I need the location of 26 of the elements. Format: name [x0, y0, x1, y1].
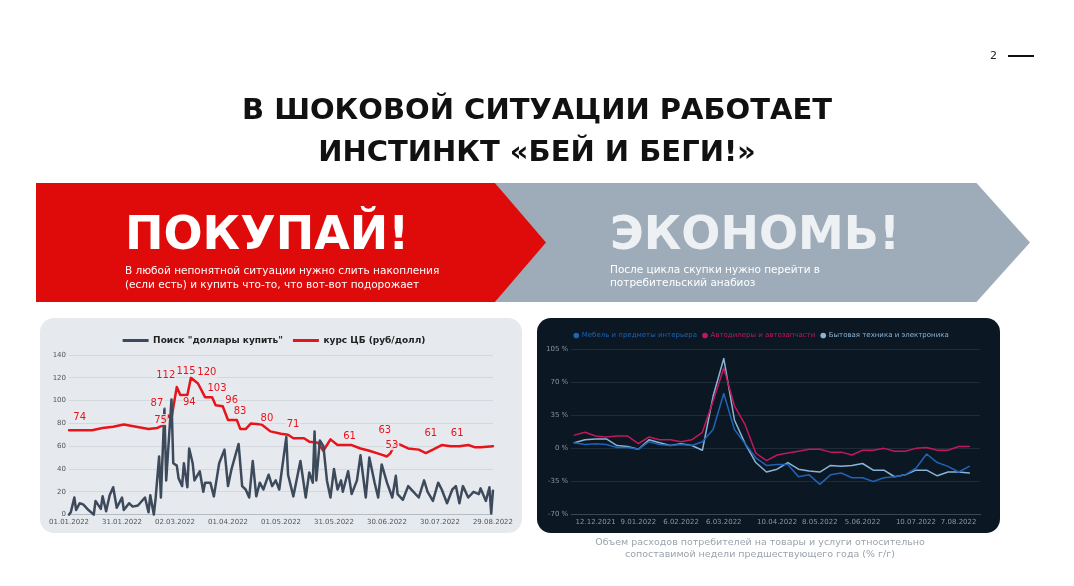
data-label: 61: [424, 426, 438, 438]
text: Объем расходов потребителей на товары и услуги относительно сопоставимой недели предшествующего года (% г/г): [594, 536, 926, 560]
text: ПОКУПАЙ!: [125, 206, 411, 260]
data-label: 61: [343, 429, 356, 441]
data-label: 94: [182, 396, 196, 408]
data-label: 63: [378, 424, 392, 436]
data-label: 53: [385, 438, 399, 450]
legend-label: Поиск "доллары купить": [153, 334, 283, 345]
text: 2: [990, 49, 998, 62]
data-label: 83: [233, 404, 247, 416]
data-label: 75: [154, 413, 167, 425]
data-label: 61: [450, 426, 464, 438]
data-label: 115: [176, 365, 196, 377]
data-label: 120: [197, 366, 217, 378]
text: В любой непонятной ситуации нужно слить накопления (если есть) и купить что-то, что вот-вот подорожает: [125, 263, 441, 291]
text: В ШОКОВОЙ СИТУАЦИИ РАБОТАЕТ ИНСТИНКТ «БЕЙ И БЕГИ!»: [240, 91, 834, 170]
data-label: 112: [156, 368, 176, 380]
data-label: 71: [286, 418, 300, 430]
data-label: 74: [73, 410, 86, 422]
data-label: 103: [207, 381, 227, 393]
data-label: 80: [260, 411, 274, 423]
legend-label: курс ЦБ (руб/долл): [323, 334, 426, 345]
text: После цикла скупки нужно перейти в потребительский анабиоз: [610, 263, 821, 289]
data-label: 87: [150, 397, 164, 409]
data-label: 96: [225, 393, 239, 405]
text: ЭКОНОМЬ!: [610, 206, 901, 260]
